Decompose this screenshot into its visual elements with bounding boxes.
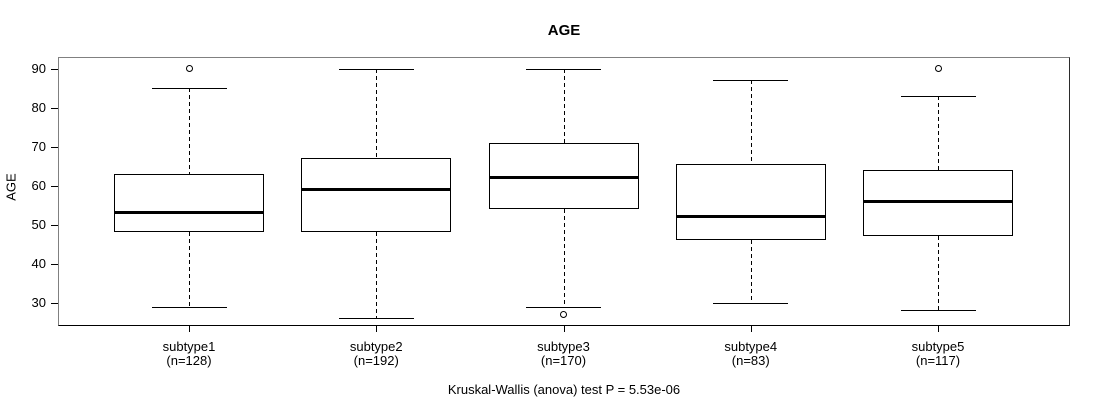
y-axis-tick-mark	[51, 185, 58, 187]
outlier-point	[560, 310, 567, 318]
y-axis-tick-label: 80	[31, 100, 46, 116]
median-line	[488, 176, 639, 180]
x-group-label: subtype2 (n=192)	[286, 340, 466, 368]
x-group-count: (n=170)	[540, 353, 587, 368]
median-line	[114, 211, 264, 215]
y-axis-tick-mark	[51, 107, 58, 109]
upper-whisker-line	[750, 80, 752, 165]
x-axis-tick-mark	[938, 326, 939, 332]
x-group-count: (n=128)	[166, 353, 212, 368]
x-group-label: subtype5 (n=117)	[848, 340, 1028, 368]
upper-whisker-cap	[900, 95, 976, 97]
upper-whisker-line	[189, 88, 190, 174]
y-axis-tick-label: 90	[31, 61, 46, 77]
lower-whisker-cap	[526, 306, 601, 308]
lower-whisker-line	[938, 236, 939, 311]
lower-whisker-cap	[900, 310, 976, 312]
statistical-test-annotation: Kruskal-Wallis (anova) test P = 5.53e-06	[447, 382, 681, 397]
x-group-count: (n=83)	[731, 353, 770, 368]
lower-whisker-cap	[151, 306, 227, 308]
x-group-name: subtype1	[162, 339, 216, 354]
upper-whisker-line	[563, 68, 565, 143]
lower-whisker-line	[189, 232, 190, 307]
lower-whisker-line	[750, 240, 752, 303]
x-group-name: subtype2	[349, 339, 403, 354]
x-axis-tick-mark	[376, 326, 378, 332]
x-axis-tick-mark	[189, 326, 190, 332]
y-axis-tick-label: 50	[31, 217, 46, 233]
upper-whisker-cap	[526, 68, 601, 70]
upper-whisker-cap	[338, 68, 414, 70]
upper-whisker-line	[938, 95, 939, 171]
upper-whisker-cap	[713, 80, 789, 82]
x-group-count: (n=117)	[915, 353, 961, 368]
x-group-name: subtype4	[724, 339, 778, 354]
y-axis-tick-mark	[51, 224, 58, 226]
x-group-label: subtype1 (n=128)	[99, 340, 279, 368]
x-group-name: subtype5	[911, 339, 965, 354]
y-axis-tick-mark	[51, 302, 58, 304]
iqr-box	[488, 142, 639, 210]
y-axis-tick-label: 70	[31, 139, 46, 155]
y-axis-tick-mark	[51, 68, 58, 70]
median-line	[675, 215, 826, 219]
x-group-label: subtype4 (n=83)	[661, 340, 841, 368]
upper-whisker-cap	[151, 88, 227, 90]
y-axis-tick-label: 40	[31, 256, 46, 272]
y-axis-tick-label: 30	[31, 295, 46, 311]
upper-whisker-line	[376, 68, 378, 159]
iqr-box	[301, 158, 452, 233]
lower-whisker-cap	[338, 318, 414, 320]
iqr-box	[675, 164, 826, 241]
x-axis-tick-mark	[750, 326, 752, 332]
y-axis-tick-mark	[51, 146, 58, 148]
iqr-box	[114, 173, 264, 233]
median-line	[301, 188, 452, 192]
outlier-point	[185, 65, 193, 73]
x-group-count: (n=192)	[353, 353, 399, 368]
x-group-name: subtype3	[537, 339, 590, 354]
y-axis-tick-label: 60	[31, 178, 46, 194]
lower-whisker-cap	[713, 302, 789, 304]
iqr-box	[863, 170, 1013, 237]
lower-whisker-line	[563, 209, 565, 307]
median-line	[863, 199, 1013, 203]
x-axis-tick-mark	[563, 326, 565, 332]
chart-title: AGE	[547, 22, 581, 39]
y-axis-tick-mark	[51, 263, 58, 265]
outlier-point	[934, 65, 942, 73]
lower-whisker-line	[376, 232, 378, 319]
x-group-label: subtype3 (n=170)	[474, 340, 654, 368]
